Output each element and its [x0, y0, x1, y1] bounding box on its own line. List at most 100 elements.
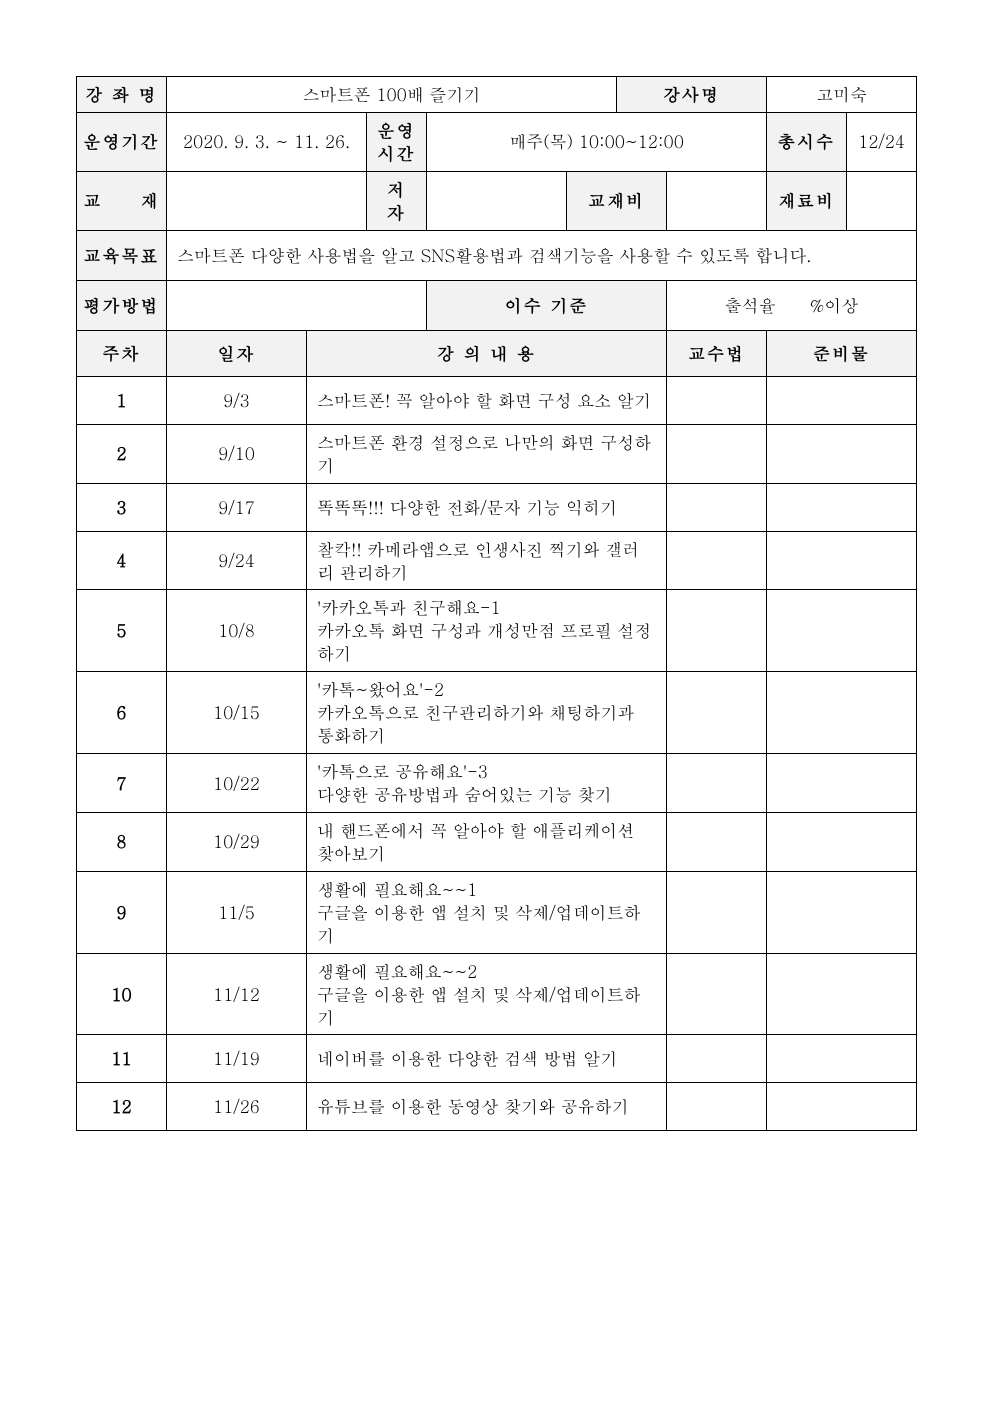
schedule-row: 1011/12생활에 필요해요~~2 구글을 이용한 앱 설치 및 삭제/업데이…: [77, 953, 917, 1035]
value-objective: 스마트폰 다양한 사용법을 알고 SNS활용법과 검색기능을 사용할 수 있도록…: [167, 230, 917, 280]
schedule-row: 1211/26유튜브를 이용한 동영상 찾기와 공유하기: [77, 1083, 917, 1131]
label-instructor: 강사명: [617, 77, 767, 113]
schedule-row: 510/8'카카오톡과 친구해요-1 카카오톡 화면 구성과 개성만점 프로필 …: [77, 590, 917, 672]
materials-cell: [767, 1035, 917, 1083]
method-cell: [667, 376, 767, 424]
content-cell: '카톡으로 공유해요'-3 다양한 공유방법과 숨어있는 기능 찾기: [307, 754, 667, 813]
date-cell: 9/24: [167, 531, 307, 590]
week-cell: 6: [77, 672, 167, 754]
week-cell: 12: [77, 1083, 167, 1131]
week-cell: 7: [77, 754, 167, 813]
week-cell: 8: [77, 812, 167, 871]
label-material-fee: 재료비: [767, 171, 847, 230]
week-cell: 3: [77, 483, 167, 531]
schedule-row: 610/15'카톡~왔어요'-2 카카오톡으로 친구관리하기와 채팅하기과 통화…: [77, 672, 917, 754]
value-course-name: 스마트폰 100배 즐기기: [167, 77, 617, 113]
date-cell: 11/19: [167, 1035, 307, 1083]
method-cell: [667, 424, 767, 483]
schedule-row: 19/3스마트폰! 꼭 알아야 할 화면 구성 요소 알기: [77, 376, 917, 424]
method-cell: [667, 871, 767, 953]
label-evaluation: 평가방법: [77, 280, 167, 330]
method-cell: [667, 672, 767, 754]
week-cell: 11: [77, 1035, 167, 1083]
info-table: 강 좌 명 스마트폰 100배 즐기기 강사명 고미숙 운영기간 2020. 9…: [76, 76, 917, 1131]
schedule-row: 29/10스마트폰 환경 설정으로 나만의 화면 구성하기: [77, 424, 917, 483]
schedule-row: 39/17똑똑똑!!! 다양한 전화/문자 기능 익히기: [77, 483, 917, 531]
date-cell: 10/22: [167, 754, 307, 813]
schedule-row: 911/5생활에 필요해요~~1 구글을 이용한 앱 설치 및 삭제/업데이트하…: [77, 871, 917, 953]
label-lecture-content: 강 의 내 용: [307, 330, 667, 376]
content-cell: 내 핸드폰에서 꼭 알아야 할 애플리케이션 찾아보기: [307, 812, 667, 871]
label-week: 주차: [77, 330, 167, 376]
date-cell: 10/15: [167, 672, 307, 754]
materials-cell: [767, 953, 917, 1035]
value-textbook-fee: [667, 171, 767, 230]
date-cell: 9/10: [167, 424, 307, 483]
label-objective: 교육목표: [77, 230, 167, 280]
syllabus-sheet: 강 좌 명 스마트폰 100배 즐기기 강사명 고미숙 운영기간 2020. 9…: [76, 76, 916, 1131]
schedule-row: 810/29내 핸드폰에서 꼭 알아야 할 애플리케이션 찾아보기: [77, 812, 917, 871]
week-cell: 5: [77, 590, 167, 672]
value-evaluation: [167, 280, 427, 330]
content-cell: '카톡~왔어요'-2 카카오톡으로 친구관리하기와 채팅하기과 통화하기: [307, 672, 667, 754]
method-cell: [667, 531, 767, 590]
date-cell: 11/26: [167, 1083, 307, 1131]
materials-cell: [767, 424, 917, 483]
label-date: 일자: [167, 330, 307, 376]
label-textbook: 교 재: [77, 171, 167, 230]
method-cell: [667, 483, 767, 531]
materials-cell: [767, 812, 917, 871]
value-period: 2020. 9. 3. ~ 11. 26.: [167, 112, 367, 171]
materials-cell: [767, 590, 917, 672]
materials-cell: [767, 531, 917, 590]
week-cell: 2: [77, 424, 167, 483]
date-cell: 9/17: [167, 483, 307, 531]
materials-cell: [767, 754, 917, 813]
method-cell: [667, 1035, 767, 1083]
label-textbook-fee: 교재비: [567, 171, 667, 230]
content-cell: 생활에 필요해요~~2 구글을 이용한 앱 설치 및 삭제/업데이트하기: [307, 953, 667, 1035]
value-hours: 매주(목) 10:00~12:00: [427, 112, 767, 171]
label-author: 저 자: [367, 171, 427, 230]
label-attendance: 출석율 %이상: [667, 280, 917, 330]
date-cell: 10/8: [167, 590, 307, 672]
method-cell: [667, 590, 767, 672]
content-cell: 유튜브를 이용한 동영상 찾기와 공유하기: [307, 1083, 667, 1131]
content-cell: 네이버를 이용한 다양한 검색 방법 알기: [307, 1035, 667, 1083]
schedule-row: 1111/19네이버를 이용한 다양한 검색 방법 알기: [77, 1035, 917, 1083]
method-cell: [667, 1083, 767, 1131]
materials-cell: [767, 1083, 917, 1131]
content-cell: 스마트폰! 꼭 알아야 할 화면 구성 요소 알기: [307, 376, 667, 424]
materials-cell: [767, 672, 917, 754]
week-cell: 1: [77, 376, 167, 424]
date-cell: 11/5: [167, 871, 307, 953]
method-cell: [667, 812, 767, 871]
label-materials: 준비물: [767, 330, 917, 376]
method-cell: [667, 953, 767, 1035]
label-method: 교수법: [667, 330, 767, 376]
schedule-row: 710/22'카톡으로 공유해요'-3 다양한 공유방법과 숨어있는 기능 찾기: [77, 754, 917, 813]
week-cell: 9: [77, 871, 167, 953]
content-cell: 스마트폰 환경 설정으로 나만의 화면 구성하기: [307, 424, 667, 483]
content-cell: '카카오톡과 친구해요-1 카카오톡 화면 구성과 개성만점 프로필 설정하기: [307, 590, 667, 672]
content-cell: 찰칵!! 카메라앱으로 인생사진 찍기와 갤러리 관리하기: [307, 531, 667, 590]
label-period: 운영기간: [77, 112, 167, 171]
week-cell: 4: [77, 531, 167, 590]
value-material-fee: [847, 171, 917, 230]
label-hours: 운영시간: [367, 112, 427, 171]
value-total-sessions: 12/24: [847, 112, 917, 171]
label-course-name: 강 좌 명: [77, 77, 167, 113]
method-cell: [667, 754, 767, 813]
value-author: [427, 171, 567, 230]
value-textbook: [167, 171, 367, 230]
label-completion: 이수 기준: [427, 280, 667, 330]
date-cell: 10/29: [167, 812, 307, 871]
materials-cell: [767, 376, 917, 424]
value-instructor: 고미숙: [767, 77, 917, 113]
content-cell: 생활에 필요해요~~1 구글을 이용한 앱 설치 및 삭제/업데이트하기: [307, 871, 667, 953]
week-cell: 10: [77, 953, 167, 1035]
content-cell: 똑똑똑!!! 다양한 전화/문자 기능 익히기: [307, 483, 667, 531]
materials-cell: [767, 483, 917, 531]
date-cell: 9/3: [167, 376, 307, 424]
schedule-body: 19/3스마트폰! 꼭 알아야 할 화면 구성 요소 알기29/10스마트폰 환…: [77, 376, 917, 1131]
